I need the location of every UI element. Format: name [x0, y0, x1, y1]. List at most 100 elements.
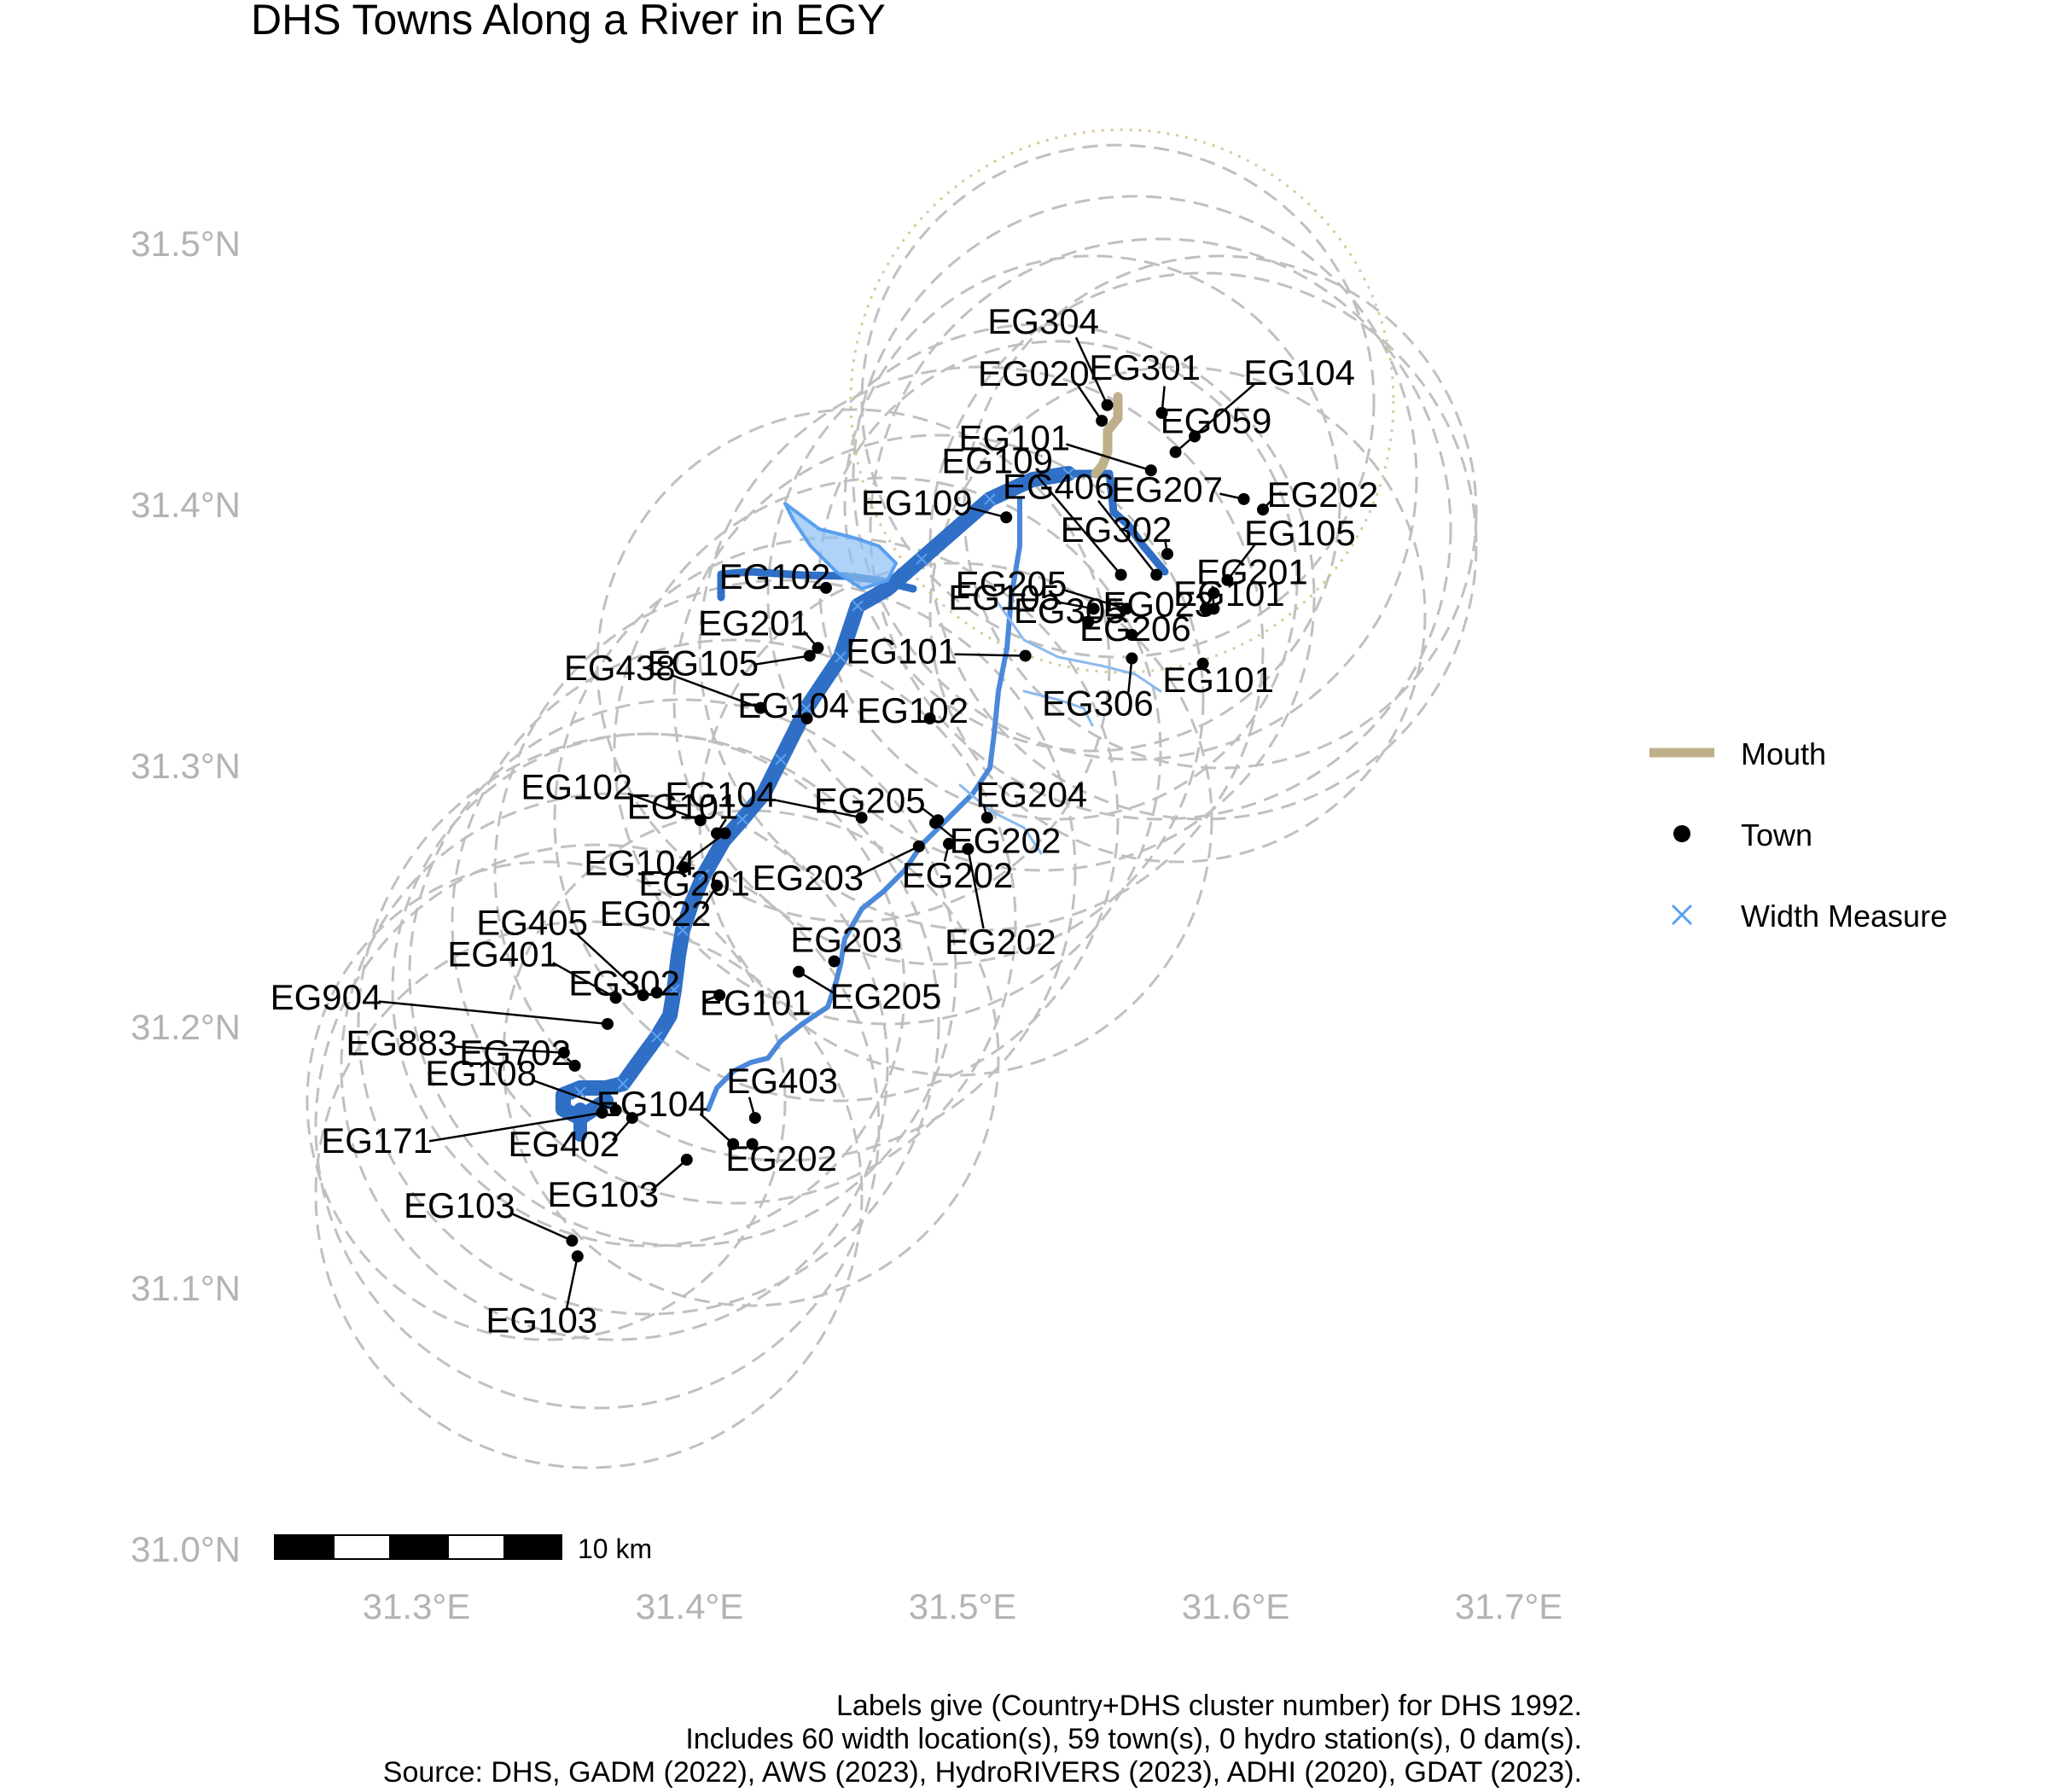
legend-width-label: Width Measure: [1741, 899, 1947, 934]
town-point: [929, 817, 941, 829]
buffer-ring: [451, 638, 1017, 1205]
legend-town-key: [1673, 825, 1690, 842]
town-label: EG201: [638, 863, 750, 903]
town-point: [1019, 649, 1032, 662]
leader-line: [772, 798, 862, 819]
town-point: [571, 1250, 584, 1263]
leader-line: [954, 653, 1026, 657]
leader-line: [509, 1212, 573, 1242]
town-label: EG302: [1061, 509, 1172, 550]
town-point: [1087, 602, 1100, 615]
y-tick-label: 31.4°N: [131, 485, 241, 525]
town-point: [1199, 602, 1212, 615]
town-point: [711, 879, 723, 892]
legend: Mouth Town Width Measure: [1649, 736, 1947, 934]
town-label: EG104: [596, 1084, 708, 1124]
town-point: [1082, 615, 1095, 628]
town-point: [980, 812, 993, 824]
y-tick-label: 31.0°N: [131, 1529, 241, 1569]
town-label: EG020: [978, 353, 1090, 393]
leader-line: [428, 1111, 602, 1143]
leader-line: [969, 506, 1007, 519]
town-label: EG102: [857, 690, 969, 730]
town-label: EG205: [814, 780, 926, 820]
x-tick-label: 31.3°E: [363, 1586, 471, 1626]
buffer-ring: [305, 860, 787, 1341]
town-point: [1257, 503, 1269, 516]
town-label: EG059: [1161, 401, 1272, 441]
town-point: [609, 992, 622, 1004]
x-axis: 31.3°E 31.4°E 31.5°E 31.6°E 31.7°E: [363, 1586, 1563, 1626]
channel-d: [958, 783, 1043, 855]
town-label: EG101: [846, 631, 957, 672]
town-point: [1150, 568, 1163, 581]
town-point: [1096, 415, 1108, 428]
channel-a: [706, 497, 1022, 1112]
buffer-ring: [843, 254, 1341, 753]
town-label: EG105: [948, 577, 1060, 617]
town-point: [1144, 464, 1157, 477]
east-branch: [1064, 469, 1169, 576]
buffer-ring: [817, 340, 1299, 821]
leader-line: [1065, 443, 1152, 472]
town-point: [609, 1103, 622, 1116]
town-point: [727, 1137, 740, 1150]
main-river: [556, 466, 1076, 1126]
leader-line: [1174, 383, 1255, 453]
town-label: EG102: [719, 556, 831, 596]
town-label: EG104: [584, 843, 695, 883]
scale-bar: 10 km: [274, 1533, 652, 1564]
town-label: EG104: [737, 685, 849, 725]
leader-line: [378, 1000, 608, 1026]
caption-line-3: Source: DHS, GADM (2022), AWS (2023), Hy…: [382, 1756, 1582, 1789]
buffer-ring: [613, 476, 1162, 1026]
town-label: EG401: [447, 934, 559, 974]
leader-line: [1074, 336, 1108, 406]
buffer-ring: [314, 920, 864, 1469]
leader-line: [1097, 499, 1158, 576]
lake-fan: [783, 502, 898, 591]
leader-line: [1077, 385, 1103, 422]
town-point: [650, 986, 663, 999]
x-tick-label: 31.6°E: [1182, 1586, 1290, 1626]
leader-line: [1226, 544, 1256, 581]
town-label: EG306: [1042, 684, 1154, 724]
buffer-ring: [928, 365, 1427, 864]
town-label: EG104: [1243, 352, 1355, 393]
town-label: EG702: [459, 1033, 571, 1073]
town-point: [719, 827, 731, 840]
town-point: [637, 989, 649, 1002]
town-point: [800, 712, 813, 724]
town-label: EG101: [1162, 660, 1274, 700]
town-label: EG202: [945, 922, 1056, 962]
town-label: EG202: [950, 820, 1062, 860]
town-label: EG904: [271, 977, 382, 1017]
town-point: [912, 840, 925, 852]
town-point: [1155, 406, 1168, 419]
town-label: EG203: [752, 858, 864, 898]
caption-line-2: Includes 60 width location(s), 59 town(s…: [685, 1723, 1582, 1755]
leader-line: [454, 1045, 564, 1054]
y-tick-label: 31.1°N: [131, 1268, 241, 1308]
town-point: [828, 955, 841, 968]
town-label: EG101: [627, 787, 739, 827]
town-point: [803, 649, 816, 662]
town-point: [1196, 657, 1209, 670]
town-point: [1207, 587, 1220, 600]
buffer-rings: [305, 143, 1478, 1469]
town-label: EG023: [1103, 584, 1214, 624]
town-label: EG302: [568, 963, 680, 1003]
town-point: [1101, 399, 1114, 411]
town-point: [1237, 492, 1250, 505]
channel-b: [992, 596, 1162, 693]
town-point: [1126, 629, 1138, 641]
width-measures: [574, 468, 1074, 1098]
town-label: EG103: [486, 1300, 597, 1340]
town-label: EG204: [975, 774, 1087, 814]
y-tick-label: 31.5°N: [131, 224, 241, 264]
town-point: [812, 642, 824, 655]
town-point: [602, 1017, 614, 1030]
town-label: EG202: [725, 1138, 837, 1178]
buffer-ring: [493, 579, 1077, 1162]
town-point: [566, 1234, 579, 1247]
